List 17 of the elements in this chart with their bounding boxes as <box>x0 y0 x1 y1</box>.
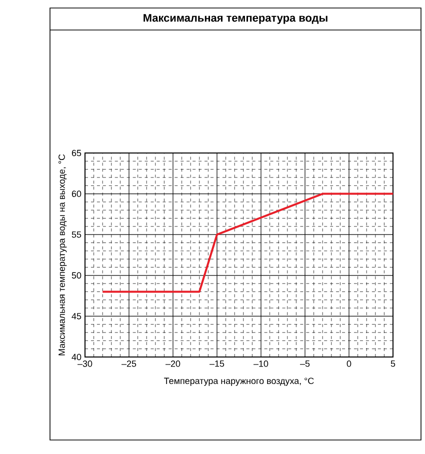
chart-title: Максимальная температура воды <box>144 14 328 24</box>
y-axis-title: Максимальная температура воды на выходе, °C <box>58 154 67 356</box>
y-tick-label: 45 <box>72 313 82 320</box>
x-tick-label: –25 <box>122 360 136 367</box>
y-tick-label: 50 <box>72 272 82 279</box>
x-tick-label: 0 <box>346 360 352 367</box>
y-tick-label: 65 <box>72 150 82 156</box>
x-tick-label: –15 <box>210 360 224 367</box>
x-tick-label: –30 <box>78 360 92 367</box>
y-tick-label: 40 <box>72 354 82 360</box>
x-tick-label: 5 <box>390 360 396 367</box>
x-tick-label: –20 <box>166 360 180 367</box>
y-tick-label: 55 <box>72 231 82 238</box>
x-tick-label: –5 <box>300 360 310 367</box>
x-tick-label: –10 <box>254 360 268 367</box>
x-axis-title: Температура наружного воздуха, °C <box>164 378 314 386</box>
y-tick-label: 60 <box>72 190 82 197</box>
